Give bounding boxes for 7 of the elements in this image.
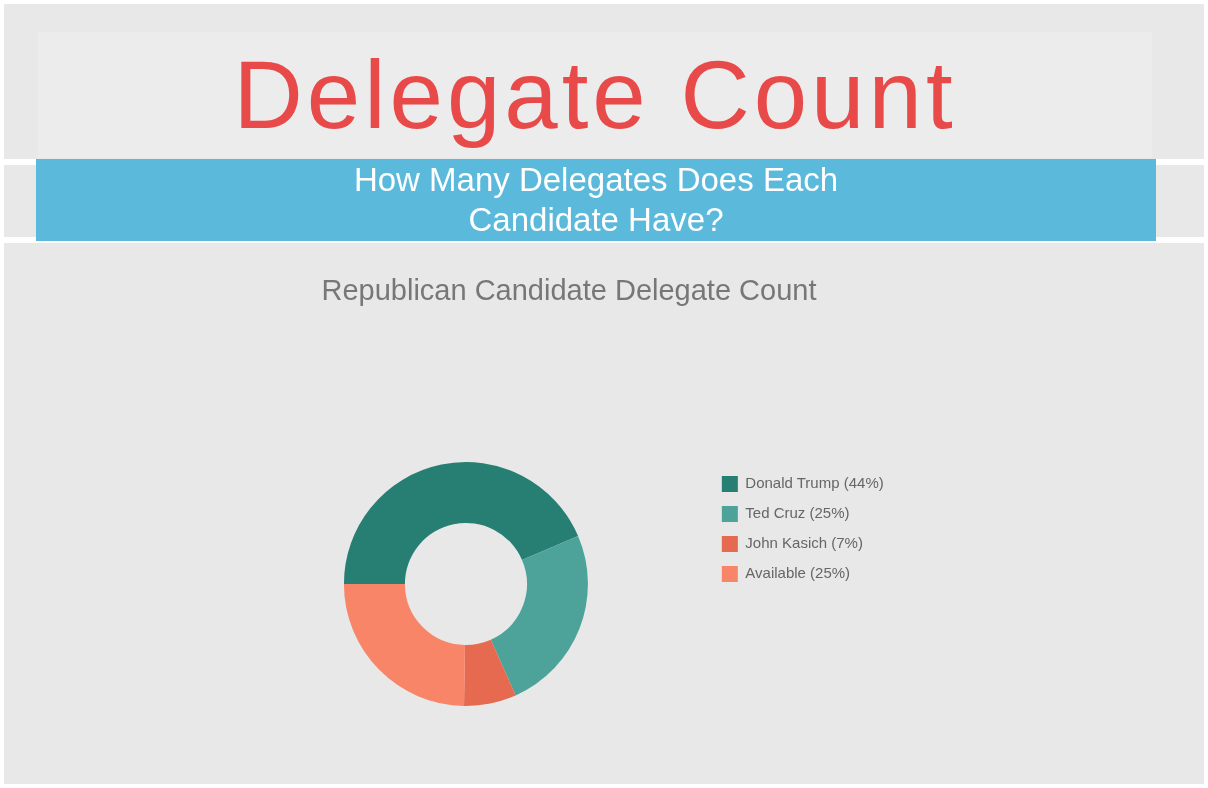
legend-label: Available (25%)	[745, 564, 851, 582]
text: Republican Candidate Delegate Count	[320, 274, 818, 307]
legend-label: Donald Trump (44%)	[745, 474, 884, 492]
chart-title: Delegate Count	[38, 32, 1152, 158]
chart-subtitle: How Many Delegates Does Each Candidate Have?	[352, 160, 840, 240]
legend-label: John Kasich (7%)	[745, 534, 863, 552]
legend-label: Ted Cruz (25%)	[745, 504, 850, 522]
